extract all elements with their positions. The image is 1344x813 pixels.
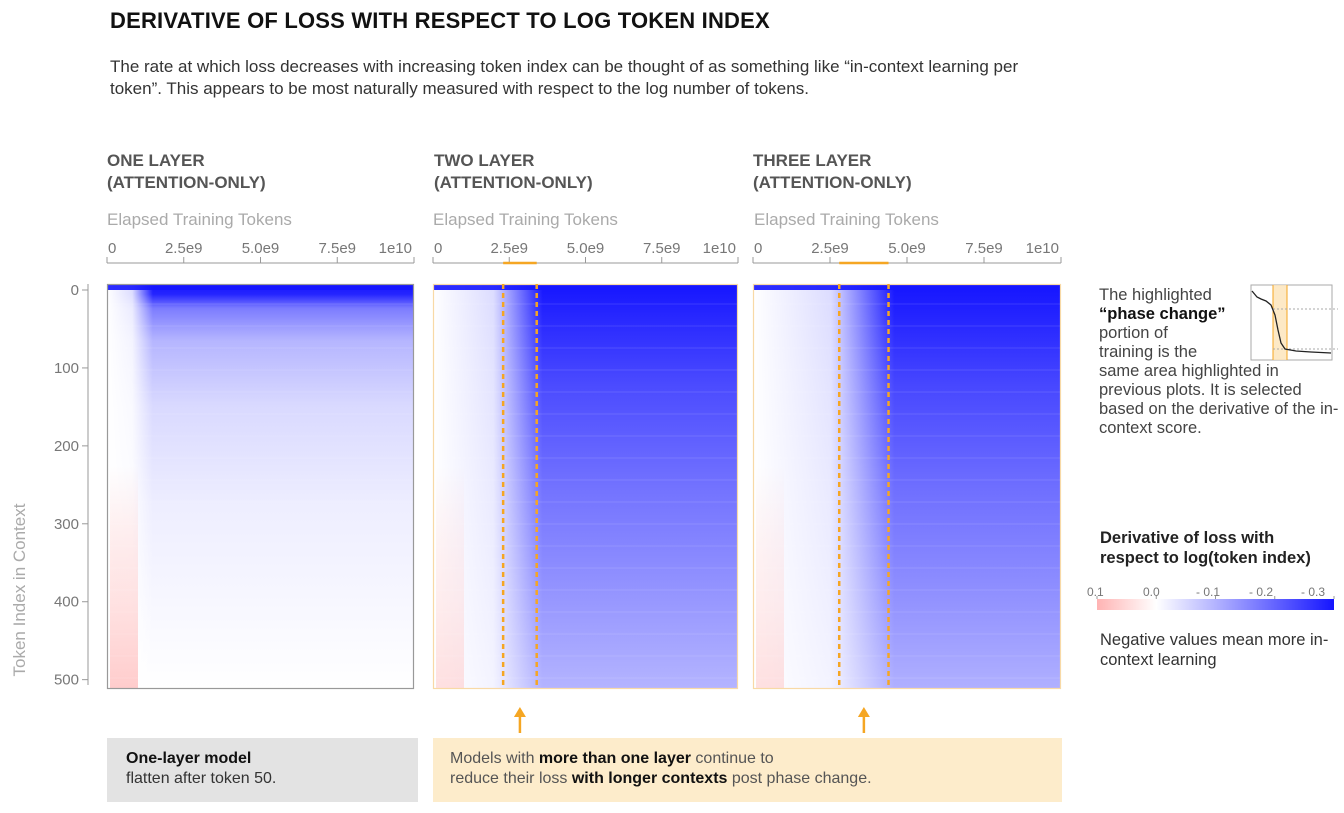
x-axis-label: Elapsed Training Tokens (433, 210, 618, 229)
panel-title-line: THREE LAYER (753, 151, 872, 170)
x-axis-label: Elapsed Training Tokens (107, 210, 292, 229)
x-axis-label: Elapsed Training Tokens (754, 210, 939, 229)
note-line: portion of (1099, 324, 1168, 342)
heatmap-positive-region (436, 466, 464, 689)
note-line: training is the (1099, 343, 1198, 361)
callout-bold: more than one layer (538, 750, 691, 767)
page-subtitle: The rate at which loss decreases with in… (110, 57, 1019, 98)
phase-change-arrowhead (513, 707, 526, 717)
y-tick-label: 400 (54, 594, 79, 611)
x-tick-label: 5.0e9 (242, 240, 280, 257)
note-line: same area highlighted in previous plots.… (1099, 362, 1339, 437)
colorbar-tick-label: 0.0 (1143, 585, 1160, 599)
callout-line: Models with more than one layer continue… (450, 749, 1045, 769)
colorbar-tick-label: 0.1 (1087, 585, 1104, 599)
y-tick-label: 0 (71, 282, 79, 299)
x-tick-label: 0 (108, 240, 116, 257)
heatmap-positive-region (110, 466, 138, 689)
callout-text: continue to (690, 750, 774, 767)
panel-title-line: TWO LAYER (434, 151, 535, 170)
colorbar-tick-label: - 0.1 (1196, 585, 1221, 599)
callout-text: flatten after token 50. (126, 770, 277, 787)
one-layer-callout: One-layer model flatten after token 50. (107, 738, 418, 802)
thumbnail-frame (1250, 284, 1333, 361)
callout-text: post phase change. (727, 770, 872, 787)
x-tick-label: 2.5e9 (165, 240, 203, 257)
colorbar-title-line: Derivative of loss with (1100, 529, 1275, 547)
colorbar-title-line: respect to log(token index) (1100, 549, 1311, 567)
multi-layer-callout: Models with more than one layer continue… (433, 738, 1062, 802)
panel-title-line: (ATTENTION-ONLY) (107, 173, 266, 192)
panel-title-line: (ATTENTION-ONLY) (434, 173, 593, 192)
x-tick-label: 2.5e9 (811, 240, 849, 257)
heatmap-cells (107, 284, 414, 689)
x-tick-label: 2.5e9 (490, 240, 528, 257)
heatmap-positive-region (756, 466, 784, 689)
x-tick-label: 7.5e9 (643, 240, 681, 257)
colorbar-note: Negative values mean more in-context lea… (1100, 631, 1329, 669)
x-tick-label: 0 (434, 240, 442, 257)
panel-title-two-layer: TWO LAYER (ATTENTION-ONLY) (434, 150, 593, 194)
callout-text: reduce their loss (450, 770, 572, 787)
panel-title-line: (ATTENTION-ONLY) (753, 173, 912, 192)
x-tick-label: 7.5e9 (318, 240, 356, 257)
heatmap-top-band (107, 284, 414, 290)
panel-border (432, 283, 739, 690)
panel-border (106, 283, 415, 690)
y-tick-label: 200 (54, 438, 79, 455)
x-tick-label: 1e10 (703, 240, 736, 257)
panel-title-line: ONE LAYER (107, 151, 205, 170)
y-tick-label: 100 (54, 360, 79, 377)
panel-border (752, 283, 1062, 690)
page-title: DERIVATIVE OF LOSS WITH RESPECT TO LOG T… (110, 8, 770, 33)
x-tick-label: 0 (754, 240, 762, 257)
y-tick-label: 300 (54, 516, 79, 533)
x-tick-label: 5.0e9 (888, 240, 926, 257)
note-line: The highlighted (1099, 286, 1212, 304)
x-tick-label: 7.5e9 (965, 240, 1003, 257)
callout-bold: with longer contexts (571, 770, 728, 787)
phase-change-note: The highlighted “phase change” portion o… (1099, 286, 1339, 438)
colorbar-title: Derivative of loss with respect to log(t… (1100, 528, 1311, 568)
y-tick-label: 500 (54, 672, 79, 689)
colorbar (1097, 599, 1334, 610)
colorbar-tick-label: - 0.2 (1249, 585, 1274, 599)
thumbnail-curve (1251, 290, 1332, 354)
x-tick-label: 5.0e9 (567, 240, 605, 257)
colorbar-tick-label: - 0.3 (1301, 585, 1326, 599)
heatmap-top-band (433, 284, 738, 290)
callout-line: reduce their loss with longer contexts p… (450, 769, 1045, 789)
note-bold: “phase change” (1099, 305, 1226, 323)
x-tick-label: 1e10 (1026, 240, 1059, 257)
thumbnail-phase-highlight (1273, 285, 1287, 360)
x-tick-label: 1e10 (379, 240, 412, 257)
heatmap-top-band (753, 284, 1061, 290)
panel-title-three-layer: THREE LAYER (ATTENTION-ONLY) (753, 150, 912, 194)
callout-text: Models with (450, 750, 539, 767)
callout-bold: One-layer model (126, 750, 252, 767)
panel-title-one-layer: ONE LAYER (ATTENTION-ONLY) (107, 150, 266, 194)
phase-change-arrowhead (857, 707, 870, 717)
